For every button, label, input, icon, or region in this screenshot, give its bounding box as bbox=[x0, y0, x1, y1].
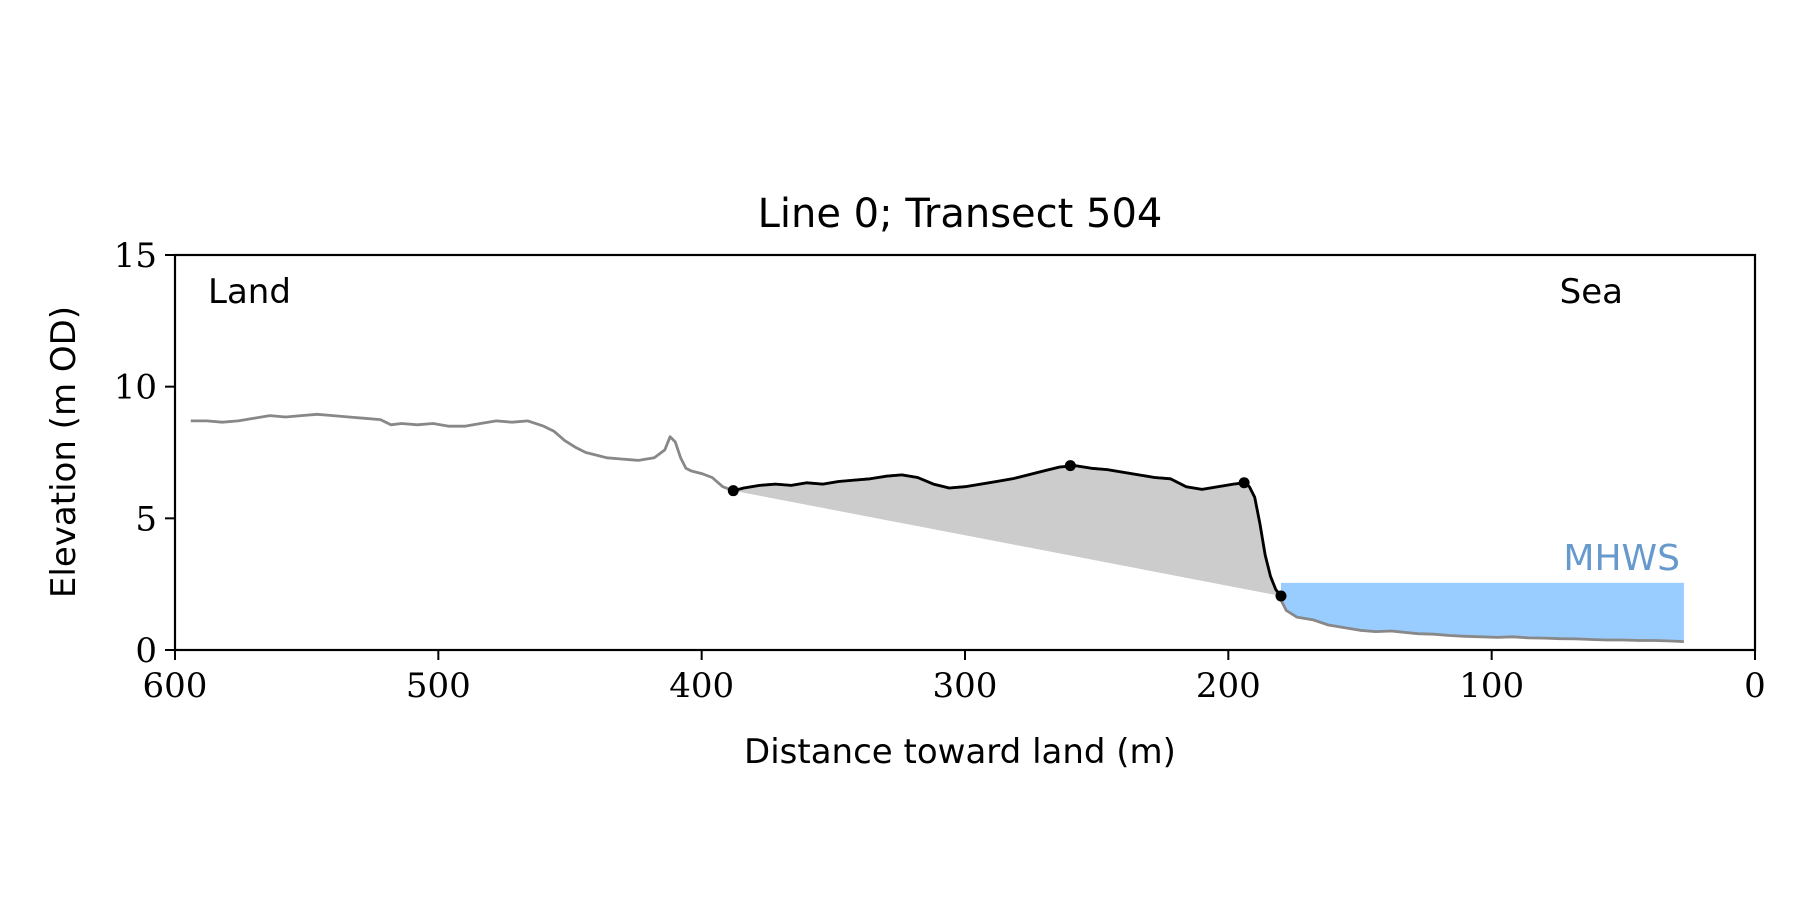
y-tick-label: 5 bbox=[135, 499, 157, 539]
dune-volume-area bbox=[733, 465, 1281, 596]
y-axis-label: Elevation (m OD) bbox=[44, 306, 84, 598]
x-tick-label: 500 bbox=[406, 666, 471, 706]
y-tick-label: 10 bbox=[114, 368, 157, 408]
land-annotation: Land bbox=[208, 272, 291, 312]
dune-marker-point bbox=[1238, 477, 1250, 489]
y-axis: 0 5 10 15 bbox=[114, 236, 175, 671]
dune-marker-point bbox=[1064, 460, 1076, 472]
x-tick-label: 0 bbox=[1744, 666, 1766, 706]
mhws-water-area bbox=[1281, 582, 1684, 642]
sea-annotation: Sea bbox=[1560, 272, 1623, 312]
y-tick-label: 0 bbox=[135, 631, 157, 671]
plot-area bbox=[190, 412, 1684, 643]
x-tick-label: 200 bbox=[1196, 666, 1261, 706]
x-tick-label: 600 bbox=[143, 666, 208, 706]
y-tick-label: 15 bbox=[114, 236, 157, 276]
mhws-label: MHWS bbox=[1563, 538, 1680, 579]
x-axis: 600 500 400 300 200 100 0 bbox=[143, 650, 1766, 706]
dune-marker-point bbox=[727, 485, 739, 497]
chart-title: Line 0; Transect 504 bbox=[758, 191, 1163, 237]
x-tick-label: 300 bbox=[933, 666, 998, 706]
x-axis-label: Distance toward land (m) bbox=[744, 732, 1176, 772]
dune-marker-point bbox=[1275, 590, 1287, 602]
x-tick-label: 400 bbox=[669, 666, 734, 706]
x-tick-label: 100 bbox=[1459, 666, 1524, 706]
